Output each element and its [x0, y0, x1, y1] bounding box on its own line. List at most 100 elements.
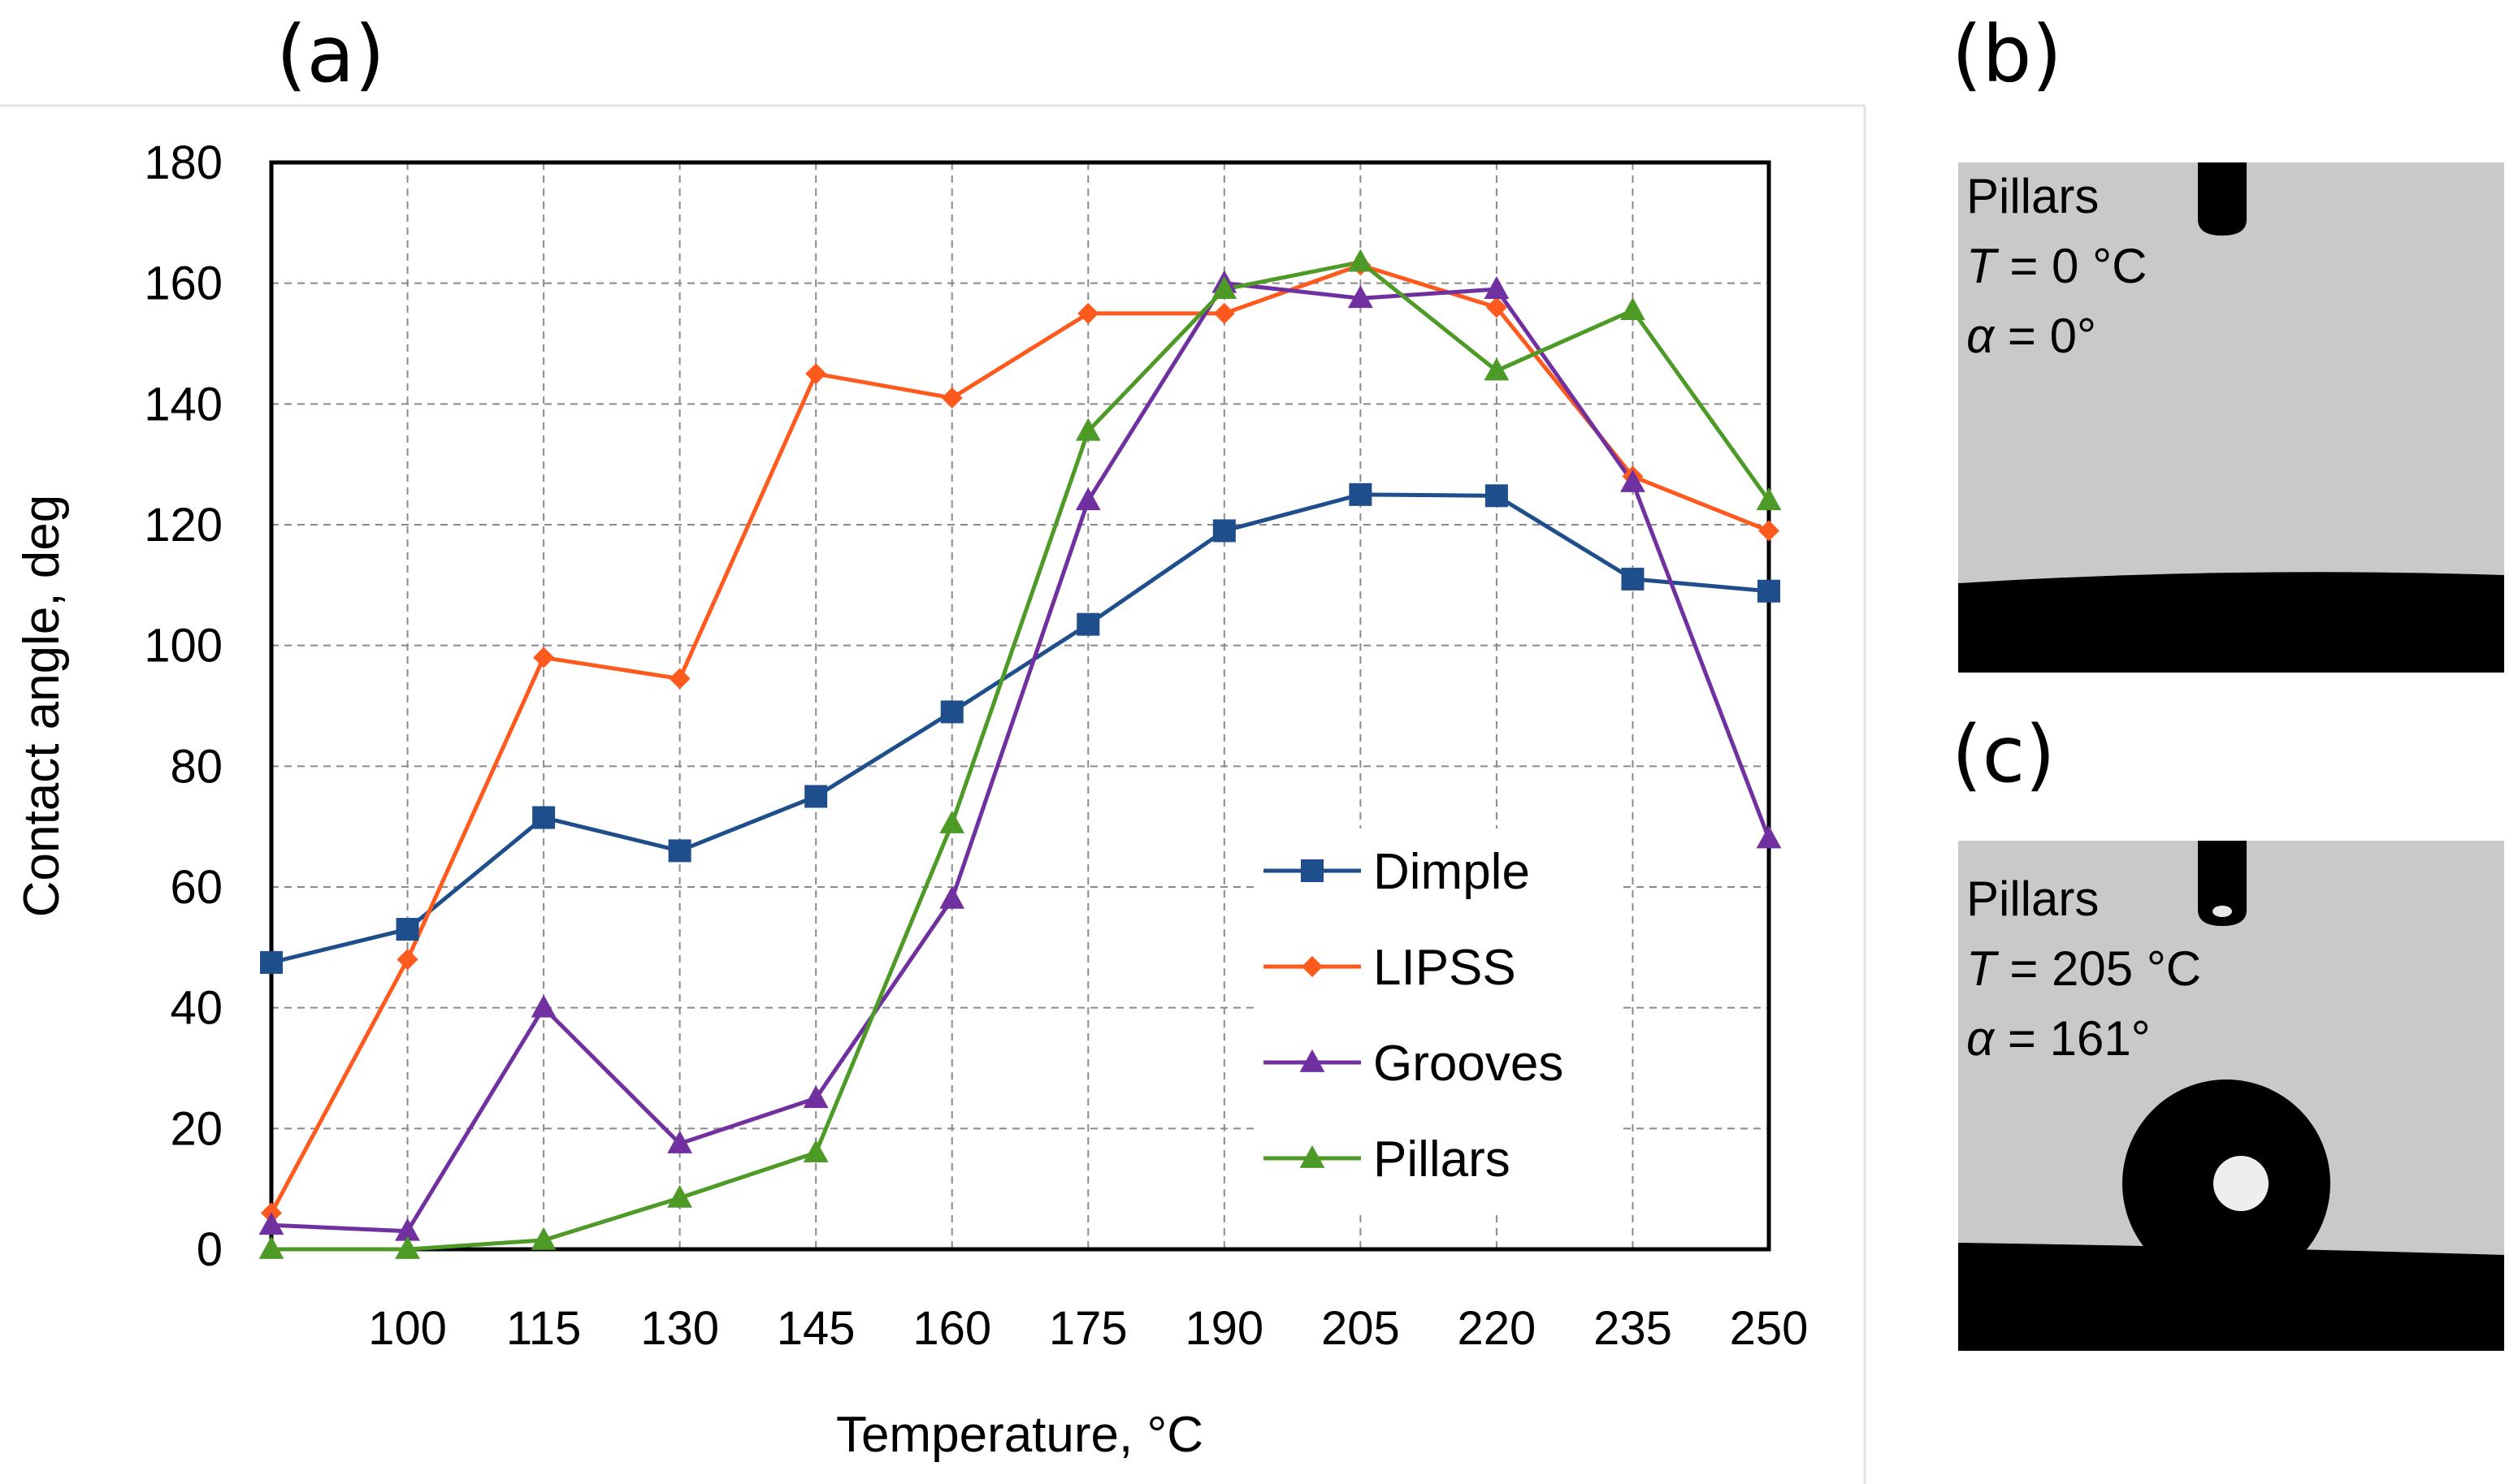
data-point-dimple	[1757, 579, 1780, 603]
x-tick-label: 190	[1185, 1302, 1263, 1355]
data-point-pillars	[1347, 249, 1373, 272]
data-point-grooves	[258, 1212, 284, 1235]
photo-c-temperature: T = 205 °C	[1966, 941, 2201, 996]
data-point-grooves	[667, 1130, 693, 1153]
panel-b-label: (b)	[1952, 9, 2062, 100]
data-point-pillars	[1756, 487, 1782, 511]
data-point-lipss	[1213, 302, 1235, 324]
droplet-photo-c: Pillars T = 205 °C α = 161°	[1958, 841, 2504, 1351]
x-tick-label: 145	[777, 1302, 856, 1355]
data-point-grooves	[1756, 825, 1782, 849]
data-point-lipss	[397, 949, 418, 971]
data-point-dimple	[804, 785, 828, 808]
legend-marker-pillars	[1299, 1144, 1325, 1168]
y-tick-labels: 0 20 40 60 80 100 120 140 160 180	[144, 136, 223, 1276]
legend: Dimple LIPSS Grooves Pillars	[1255, 829, 1621, 1210]
x-axis-title: Temperature, °C	[836, 1407, 1203, 1463]
data-point-lipss	[1077, 302, 1099, 324]
panel-c-label: (c)	[1952, 709, 2056, 800]
series-markers	[258, 249, 1782, 1259]
y-tick-label: 40	[170, 982, 223, 1035]
series-line-lipss	[269, 262, 1770, 1214]
data-point-grooves	[1347, 285, 1373, 309]
y-tick-label: 80	[170, 740, 223, 793]
x-tick-label: 130	[640, 1302, 719, 1355]
legend-label-pillars: Pillars	[1373, 1131, 1510, 1188]
grid-lines	[271, 162, 1769, 1249]
x-tick-label: 220	[1458, 1302, 1536, 1355]
x-tick-label: 160	[912, 1302, 991, 1355]
data-point-pillars	[258, 1235, 284, 1259]
legend-label-lipss: LIPSS	[1373, 940, 1516, 996]
data-point-pillars	[1075, 418, 1101, 441]
x-tick-label: 175	[1049, 1302, 1128, 1355]
series-line-pillars	[271, 260, 1771, 1252]
data-point-dimple	[940, 700, 964, 724]
data-point-lipss	[941, 387, 963, 409]
data-point-pillars	[531, 1227, 557, 1250]
x-tick-label: 250	[1730, 1302, 1809, 1355]
data-point-dimple	[668, 839, 691, 863]
photo-b-angle-symbol: α	[1966, 309, 1996, 363]
photo-c-angle-value: = 161°	[1994, 1011, 2150, 1066]
data-point-pillars	[803, 1139, 829, 1162]
panel-a-label: (a)	[276, 9, 385, 100]
y-tick-label: 0	[197, 1223, 223, 1276]
y-tick-label: 100	[144, 620, 223, 673]
legend-marker-lipss	[1302, 956, 1323, 977]
data-point-dimple	[1349, 482, 1372, 506]
photo-b-substrate	[1958, 572, 2504, 673]
y-tick-label: 160	[144, 257, 223, 310]
legend-marker-dimple	[1301, 859, 1324, 882]
y-tick-label: 180	[144, 136, 223, 189]
data-point-grooves	[531, 994, 557, 1018]
y-tick-label: 60	[170, 861, 223, 914]
data-point-pillars	[1484, 357, 1510, 381]
photo-b-angle: α = 0°	[1966, 309, 2096, 363]
series-lines	[269, 260, 1771, 1252]
photo-b-needle	[2198, 162, 2247, 236]
data-point-dimple	[1484, 484, 1508, 508]
data-point-grooves	[939, 885, 965, 909]
data-point-pillars	[1620, 297, 1645, 321]
photo-c-sample-label: Pillars	[1966, 872, 2099, 926]
data-point-dimple	[260, 950, 283, 974]
photo-c-needle	[2198, 841, 2247, 926]
data-point-lipss	[805, 363, 827, 385]
data-point-dimple	[532, 806, 556, 829]
series-line-grooves	[271, 281, 1771, 1234]
data-point-dimple	[396, 918, 419, 941]
data-point-grooves	[1484, 276, 1510, 299]
data-point-grooves	[803, 1085, 829, 1109]
droplet-photo-b: Pillars T = 0 °C α = 0°	[1958, 162, 2504, 673]
photo-b-temperature: T = 0 °C	[1966, 239, 2147, 293]
x-tick-label: 205	[1321, 1302, 1400, 1355]
photo-c-temp-value: = 205 °C	[1996, 941, 2201, 996]
x-tick-label: 235	[1593, 1302, 1672, 1355]
photo-b-angle-value: = 0°	[1994, 309, 2096, 363]
photo-b-temp-value: = 0 °C	[1996, 239, 2147, 293]
data-point-lipss	[1758, 520, 1779, 542]
data-point-lipss	[669, 668, 691, 690]
data-point-grooves	[1620, 469, 1645, 492]
series-line-dimple	[271, 492, 1770, 965]
legend-label-grooves: Grooves	[1373, 1036, 1563, 1092]
legend-label-dimple: Dimple	[1373, 844, 1530, 900]
data-point-dimple	[1212, 519, 1236, 543]
data-point-grooves	[395, 1218, 420, 1241]
photo-c-angle: α = 161°	[1966, 1011, 2151, 1066]
x-tick-labels: 100 115 130 145 160 175 190 205 220 235 250	[368, 1302, 1808, 1355]
plot-frame	[269, 160, 1771, 1252]
data-point-pillars	[1211, 276, 1237, 299]
data-point-pillars	[395, 1235, 420, 1259]
data-point-lipss	[533, 647, 555, 668]
y-tick-label: 20	[170, 1102, 223, 1155]
data-point-lipss	[1485, 296, 1507, 318]
data-point-pillars	[939, 810, 965, 833]
photo-b-temp-symbol: T	[1966, 239, 2000, 293]
y-tick-label: 120	[144, 499, 223, 552]
y-tick-label: 140	[144, 378, 223, 430]
x-tick-label: 100	[368, 1302, 447, 1355]
photo-c-substrate	[1958, 1243, 2504, 1351]
photo-c-needle-tip-highlight	[2212, 906, 2232, 917]
